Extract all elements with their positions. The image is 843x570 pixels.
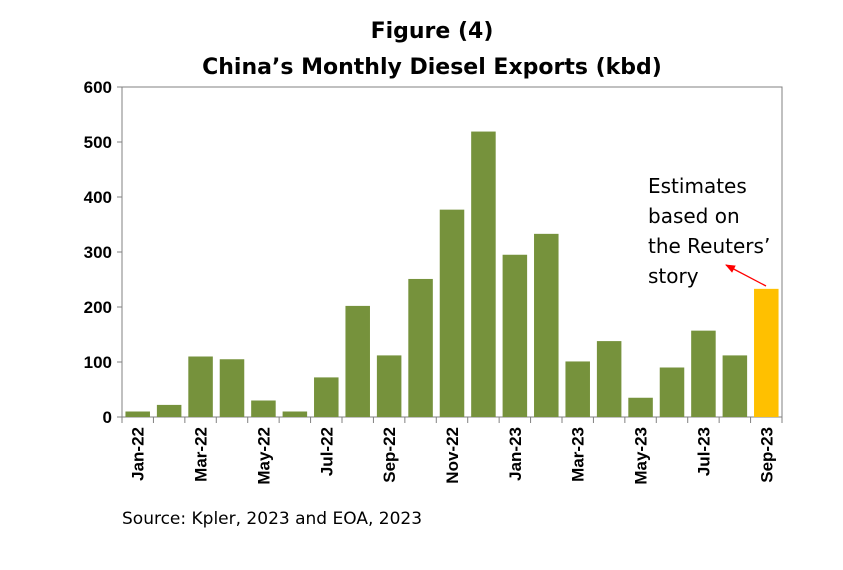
x-tick-label: Jul-22 (317, 427, 336, 476)
chart-title: Figure (4) (371, 19, 494, 44)
x-tick-label: Nov-22 (443, 427, 462, 484)
bar-feb-23 (534, 233, 559, 417)
annotation-arrow (725, 264, 767, 287)
bar-aug-23 (722, 355, 748, 417)
x-tick-label: Sep-23 (757, 427, 776, 483)
annotation: Estimates based on the Reuters’ story (648, 174, 770, 288)
bar-aug-22 (345, 305, 370, 417)
bar-mar-22 (188, 356, 213, 417)
x-tick-label: Mar-22 (192, 427, 211, 482)
y-tick-label: 600 (84, 78, 112, 97)
chart-subtitle: China’s Monthly Diesel Exports (kbd) (202, 55, 662, 80)
bar-apr-22 (219, 359, 245, 417)
bar-feb-22 (156, 404, 182, 417)
annotation-line-3: the Reuters’ (648, 234, 770, 258)
x-tick-label: May-23 (632, 427, 651, 485)
x-tick-label: Sep-22 (380, 427, 399, 483)
x-tick-label: May-22 (254, 427, 273, 485)
x-tick-label: Mar-23 (569, 427, 588, 482)
bar-dec-22 (471, 131, 496, 418)
y-axis: 0 100 200 300 400 500 600 (84, 78, 122, 427)
bar-apr-23 (596, 341, 622, 417)
bar-jan-23 (502, 254, 528, 417)
bar-jul-23 (691, 330, 716, 417)
bar-jan-22 (125, 411, 150, 417)
bar-sep-22 (376, 355, 402, 417)
bar-jun-22 (282, 411, 308, 417)
bar-oct-22 (408, 278, 433, 417)
y-tick-label: 500 (84, 133, 112, 152)
y-tick-label: 400 (84, 188, 112, 207)
bar-jul-22 (314, 377, 339, 417)
y-tick-label: 300 (84, 243, 112, 262)
x-tick-label: Jan-23 (506, 427, 525, 481)
annotation-line-4: story (648, 264, 699, 288)
bar-may-22 (251, 400, 276, 417)
x-axis: Jan-22 Mar-22 May-22 Jul-22 Sep-22 Nov-22 Jan-… (121, 417, 783, 485)
x-tick-label: Jan-22 (129, 427, 148, 481)
annotation-line-1: Estimates (648, 174, 747, 198)
bar-may-23 (628, 397, 653, 417)
bar-mar-23 (565, 361, 590, 417)
bar-jun-23 (659, 367, 685, 417)
y-tick-label: 200 (84, 298, 112, 317)
annotation-line-2: based on (648, 204, 740, 228)
y-tick-label: 100 (84, 353, 112, 372)
bar-nov-22 (439, 209, 465, 417)
y-tick-label: 0 (103, 408, 112, 427)
source-note: Source: Kpler, 2023 and EOA, 2023 (122, 509, 422, 529)
bar-sep-23-estimate (754, 288, 779, 417)
bars (125, 131, 779, 418)
x-tick-label: Jul-23 (694, 427, 713, 476)
